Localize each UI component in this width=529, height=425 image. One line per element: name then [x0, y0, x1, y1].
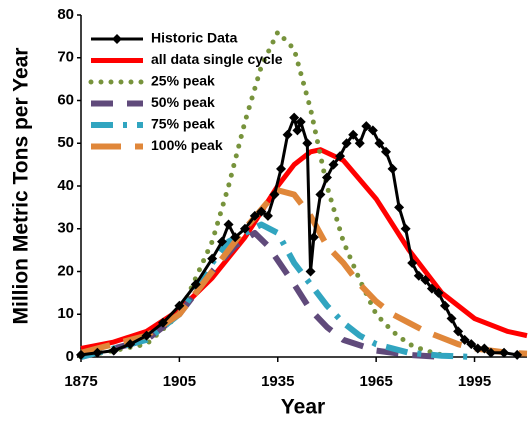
x-tick-label: 1935 — [261, 373, 294, 390]
y-tick-label: 30 — [57, 220, 74, 237]
data-point — [230, 232, 241, 243]
data-point — [466, 339, 477, 350]
series-line — [80, 187, 528, 357]
data-point — [413, 270, 424, 281]
data-point — [446, 313, 457, 324]
legend-item: 50% peak — [91, 94, 215, 110]
x-axis-title: Year — [281, 396, 325, 419]
data-point — [348, 129, 359, 140]
y-tick-label: 10 — [57, 305, 74, 322]
x-tick-label: 1875 — [64, 373, 97, 390]
series-line — [78, 29, 461, 360]
legend-item: Historic Data — [91, 30, 238, 46]
data-point — [426, 283, 437, 294]
data-point — [512, 349, 523, 360]
legend-label: 100% peak — [151, 137, 223, 153]
y-tick-label: 50 — [57, 134, 74, 151]
data-point — [400, 223, 411, 234]
y-tick-label: 80 — [57, 6, 74, 23]
legend-label: all data single cycle — [151, 51, 283, 67]
data-point — [289, 112, 300, 123]
x-tick-label: 1965 — [359, 373, 392, 390]
data-point — [207, 253, 218, 264]
y-tick-label: 0 — [66, 348, 74, 365]
y-tick-label: 60 — [57, 91, 74, 108]
y-tick-label: 40 — [57, 177, 74, 194]
legend-item: 75% peak — [91, 116, 215, 132]
data-point — [217, 236, 228, 247]
legend-marker — [112, 34, 122, 44]
data-point — [328, 159, 339, 170]
data-point — [269, 189, 280, 200]
data-point — [315, 189, 326, 200]
series-line — [80, 147, 528, 351]
data-point — [341, 138, 352, 149]
data-point — [239, 223, 250, 234]
data-point — [174, 300, 185, 311]
data-point — [141, 330, 152, 341]
series-line — [80, 221, 475, 360]
data-point — [499, 347, 510, 358]
data-point — [256, 206, 267, 217]
x-tick-label: 1905 — [163, 373, 196, 390]
legend-label: Historic Data — [151, 30, 238, 46]
data-point — [157, 317, 168, 328]
data-point — [459, 334, 470, 345]
data-point — [367, 125, 378, 136]
data-point — [485, 347, 496, 358]
data-point — [361, 121, 372, 132]
data-point — [292, 125, 303, 136]
legend-label: 25% peak — [151, 73, 215, 89]
y-axis-title: Million Metric Tons per Year — [10, 48, 33, 325]
data-point — [108, 345, 119, 356]
data-point — [387, 163, 398, 174]
data-point — [125, 339, 136, 350]
data-point — [249, 210, 260, 221]
data-point — [374, 138, 385, 149]
data-point — [302, 138, 313, 149]
data-point — [262, 210, 273, 221]
data-point — [305, 266, 316, 277]
data-point — [335, 151, 346, 162]
legend-item: 100% peak — [91, 137, 223, 153]
data-point — [472, 343, 483, 354]
data-point — [354, 138, 365, 149]
data-point — [380, 146, 391, 157]
data-point — [440, 300, 451, 311]
x-tick-label: 1995 — [458, 373, 491, 390]
data-point — [453, 326, 464, 337]
data-point — [92, 347, 103, 358]
y-tick-label: 20 — [57, 262, 74, 279]
data-point — [308, 232, 319, 243]
legend-label: 75% peak — [151, 116, 215, 132]
data-point — [190, 279, 201, 290]
data-point — [223, 219, 234, 230]
legend-item: all data single cycle — [91, 51, 283, 67]
data-point — [433, 287, 444, 298]
legend-item: 25% peak — [88, 73, 215, 89]
data-point — [321, 172, 332, 183]
data-point — [76, 349, 86, 360]
legend-label: 50% peak — [151, 94, 215, 110]
data-point — [420, 275, 431, 286]
data-point — [295, 116, 306, 127]
y-tick-label: 70 — [57, 49, 74, 66]
data-point — [394, 202, 405, 213]
data-point — [276, 163, 287, 174]
data-point — [282, 129, 293, 140]
data-point — [407, 257, 418, 268]
data-point — [479, 343, 490, 354]
